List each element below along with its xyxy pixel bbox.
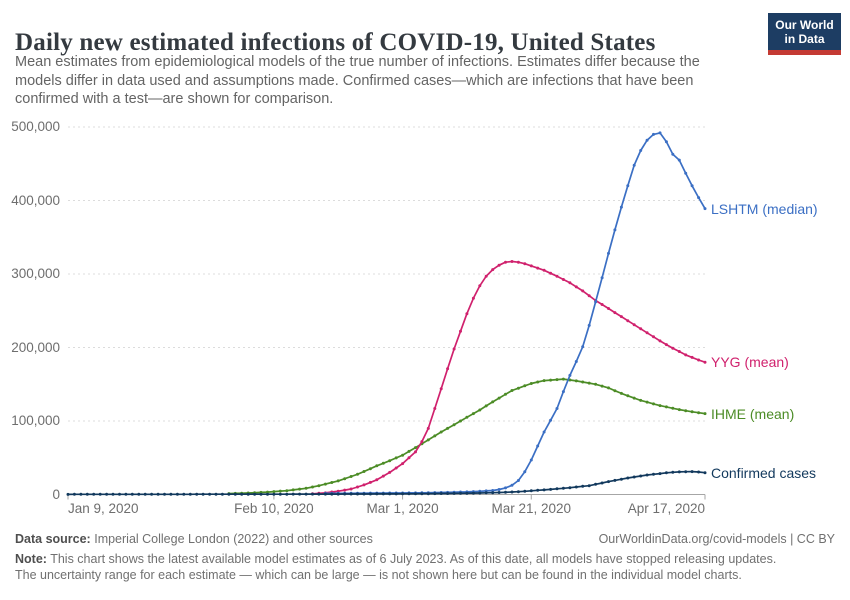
series-end-label: YYG (mean) bbox=[711, 354, 789, 371]
owid-logo[interactable]: Our World in Data bbox=[768, 13, 841, 55]
series-end-label: Confirmed cases bbox=[711, 464, 817, 481]
x-axis-label: Jan 9, 2020 bbox=[68, 501, 139, 516]
y-axis-label: 100,000 bbox=[11, 413, 60, 428]
datasource-text: Imperial College London (2022) and other… bbox=[94, 532, 373, 546]
y-axis-label: 300,000 bbox=[11, 266, 60, 281]
chart-canvas bbox=[66, 126, 707, 500]
note-label: Note: bbox=[15, 552, 47, 566]
note-text: This chart shows the latest available mo… bbox=[15, 552, 777, 582]
note-line: Note: This chart shows the latest availa… bbox=[15, 551, 835, 583]
owid-logo-line1: Our World bbox=[775, 18, 834, 32]
y-axis-label: 200,000 bbox=[11, 339, 60, 355]
y-axis-label: 400,000 bbox=[11, 192, 60, 208]
attribution-link[interactable]: OurWorldinData.org/covid-models | CC BY bbox=[598, 532, 835, 546]
datasource-label: Data source: bbox=[15, 532, 91, 546]
x-axis-label: Apr 17, 2020 bbox=[627, 501, 705, 516]
y-axis-label: 0 bbox=[52, 486, 60, 502]
x-axis-label: Mar 1, 2020 bbox=[366, 501, 439, 516]
datasource-line: Data source: Imperial College London (20… bbox=[15, 531, 835, 547]
series-end-label: LSHTM (median) bbox=[711, 200, 818, 217]
page-title: Daily new estimated infections of COVID-… bbox=[15, 28, 656, 56]
chart-footer: Data source: Imperial College London (20… bbox=[15, 531, 835, 583]
series-end-label: IHME (mean) bbox=[711, 405, 795, 422]
x-axis-label: Mar 21, 2020 bbox=[491, 501, 572, 516]
y-axis-label: 500,000 bbox=[11, 119, 60, 134]
x-axis-label: Feb 10, 2020 bbox=[234, 501, 314, 516]
owid-logo-line2: in Data bbox=[784, 32, 825, 46]
chart-subtitle: Mean estimates from epidemiological mode… bbox=[15, 54, 700, 107]
